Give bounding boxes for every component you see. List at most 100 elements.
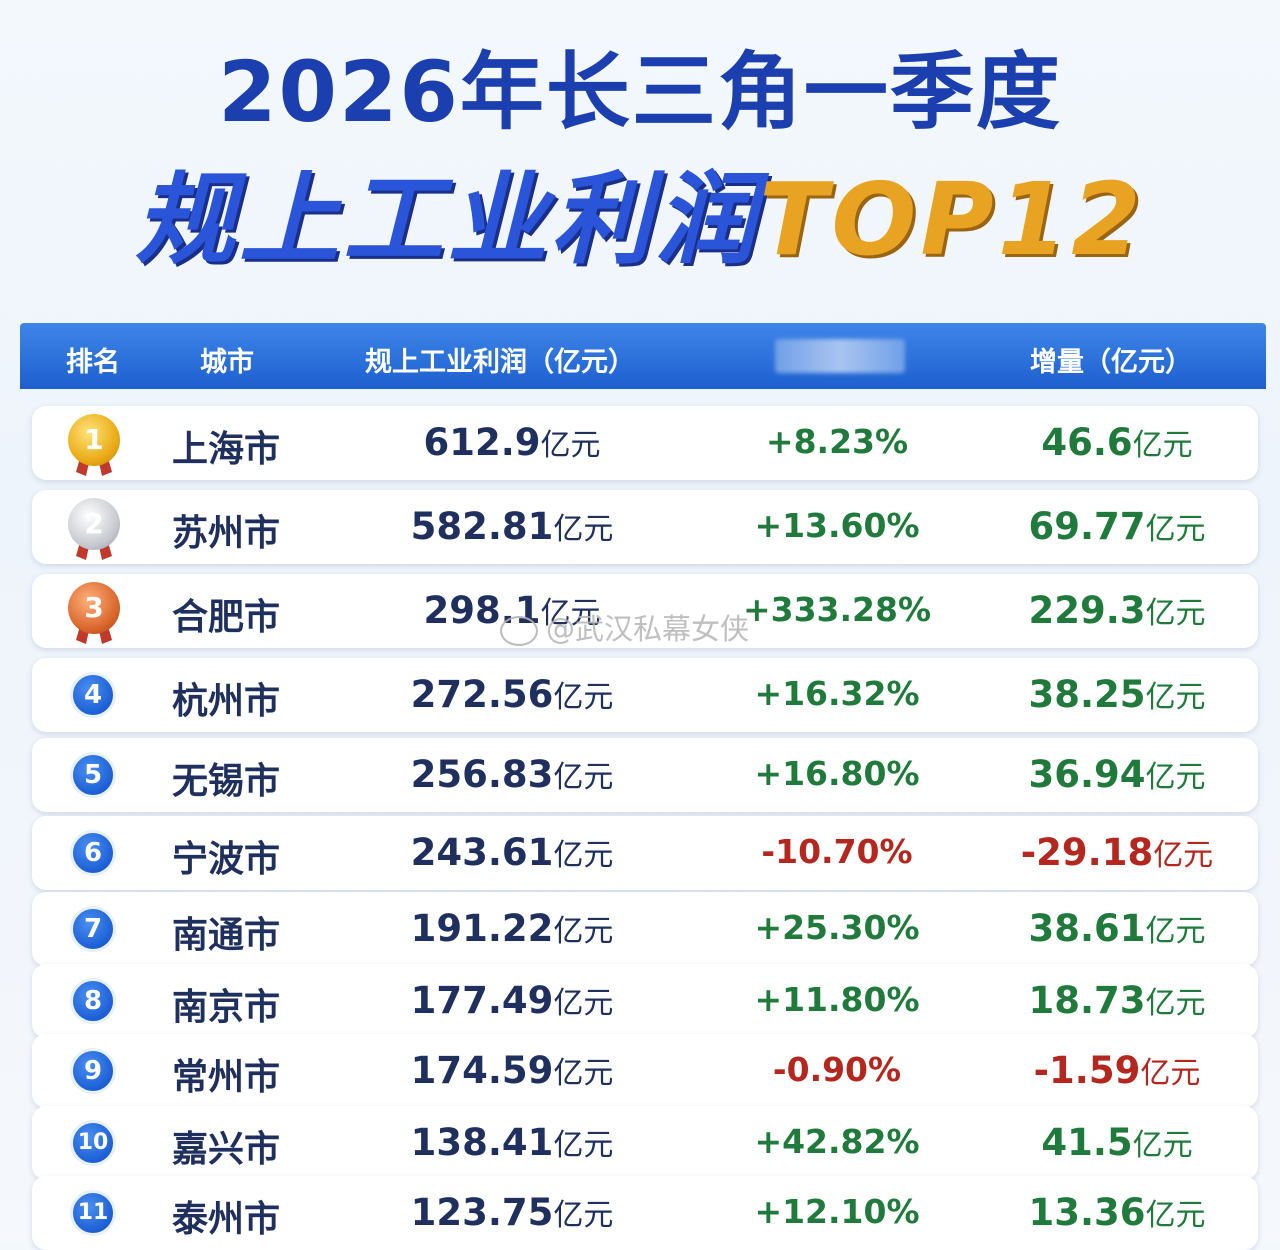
increase-number: 41.5 [1041, 1121, 1133, 1164]
rank-badge: 9 [70, 1048, 116, 1094]
city-name: 合肥市 [172, 597, 281, 638]
city-name: 无锡市 [172, 761, 281, 802]
city-name: 苏州市 [172, 513, 281, 554]
growth-rate: +13.60% [754, 506, 920, 545]
title-main: 规上工业利润 [135, 161, 760, 278]
profit-unit: 亿元 [553, 1056, 614, 1091]
header-city: 城市 [200, 347, 254, 378]
growth-rate: +12.10% [754, 1192, 920, 1231]
profit-unit: 亿元 [553, 1128, 614, 1163]
rank-badge: 6 [70, 830, 116, 876]
weibo-icon [500, 616, 538, 646]
increase-number: 46.6 [1041, 421, 1133, 464]
increase-value: 41.5亿元 [1007, 1120, 1227, 1164]
increase-value: 38.25亿元 [1007, 672, 1227, 716]
increase-number: 229.3 [1028, 589, 1146, 632]
growth-rate: -0.90% [772, 1050, 902, 1089]
rank-number: 8 [83, 986, 103, 1016]
increase-unit: 亿元 [1145, 986, 1206, 1021]
title-line-2: 规上工业利润TOP12 [0, 160, 1280, 280]
city-name: 宁波市 [172, 839, 281, 880]
city-name: 上海市 [172, 429, 281, 470]
profit-value: 191.22亿元 [382, 906, 642, 950]
rank-number: 9 [83, 1056, 103, 1086]
increase-unit: 亿元 [1145, 596, 1206, 631]
table-header: 排名 城市 规上工业利润（亿元） 增量（亿元） [20, 323, 1266, 389]
table-row: 6 宁波市 243.61亿元 -10.70% -29.18亿元 [32, 816, 1258, 890]
increase-number: 69.77 [1028, 505, 1146, 548]
increase-unit: 亿元 [1145, 760, 1206, 795]
table-row: 2 苏州市 582.81亿元 +13.60% 69.77亿元 [32, 490, 1258, 564]
rank-badge: 7 [70, 906, 116, 952]
rank-number: 3 [84, 591, 104, 624]
increase-value: 69.77亿元 [1007, 504, 1227, 548]
increase-number: 38.25 [1028, 673, 1146, 716]
increase-unit: 亿元 [1145, 1198, 1206, 1233]
increase-value: -1.59亿元 [1007, 1048, 1227, 1092]
city-name: 南通市 [172, 915, 281, 956]
rank-number: 2 [84, 507, 104, 540]
city-name: 常州市 [172, 1057, 281, 1098]
increase-value: 229.3亿元 [1007, 588, 1227, 632]
growth-rate: +16.32% [754, 674, 920, 713]
profit-number: 243.61 [410, 831, 554, 874]
increase-number: -29.18 [1020, 831, 1154, 874]
table-row: 9 常州市 174.59亿元 -0.90% -1.59亿元 [32, 1034, 1258, 1108]
profit-value: 298.1亿元 [382, 588, 642, 632]
gold-medal-icon: 1 [68, 414, 120, 466]
profit-unit: 亿元 [553, 838, 614, 873]
profit-number: 612.9 [423, 421, 541, 464]
rank-number: 11 [77, 1200, 109, 1225]
table-row: 1 上海市 612.9亿元 +8.23% 46.6亿元 [32, 406, 1258, 480]
profit-value: 582.81亿元 [382, 504, 642, 548]
increase-value: 13.36亿元 [1007, 1190, 1227, 1234]
increase-number: 18.73 [1028, 979, 1146, 1022]
profit-number: 123.75 [410, 1191, 554, 1234]
profit-number: 256.83 [410, 753, 554, 796]
increase-unit: 亿元 [1153, 838, 1214, 873]
increase-value: 36.94亿元 [1007, 752, 1227, 796]
increase-number: 13.36 [1028, 1191, 1146, 1234]
profit-number: 138.41 [410, 1121, 554, 1164]
profit-value: 174.59亿元 [382, 1048, 642, 1092]
table-row: 5 无锡市 256.83亿元 +16.80% 36.94亿元 [32, 738, 1258, 812]
profit-value: 272.56亿元 [382, 672, 642, 716]
profit-value: 123.75亿元 [382, 1190, 642, 1234]
growth-rate: +25.30% [754, 908, 920, 947]
profit-unit: 亿元 [540, 428, 601, 463]
increase-unit: 亿元 [1145, 914, 1206, 949]
table-row: 3 合肥市 298.1亿元 +333.28% 229.3亿元 [32, 574, 1258, 648]
table-row: 11 泰州市 123.75亿元 +12.10% 13.36亿元 [32, 1176, 1258, 1250]
table-row: 8 南京市 177.49亿元 +11.80% 18.73亿元 [32, 964, 1258, 1038]
profit-unit: 亿元 [553, 986, 614, 1021]
profit-number: 177.49 [410, 979, 554, 1022]
header-growth-blurred [775, 339, 905, 373]
growth-rate: -10.70% [761, 832, 913, 871]
city-name: 杭州市 [172, 681, 281, 722]
rank-badge: 11 [70, 1190, 116, 1236]
profit-number: 174.59 [410, 1049, 554, 1092]
increase-value: 38.61亿元 [1007, 906, 1227, 950]
increase-unit: 亿元 [1145, 680, 1206, 715]
profit-number: 582.81 [410, 505, 554, 548]
watermark: @武汉私幕女侠 [500, 606, 749, 648]
increase-value: 46.6亿元 [1007, 420, 1227, 464]
header-increase: 增量（亿元） [1030, 347, 1192, 378]
increase-value: 18.73亿元 [1007, 978, 1227, 1022]
silver-medal-icon: 2 [68, 498, 120, 550]
increase-number: 36.94 [1028, 753, 1146, 796]
increase-number: 38.61 [1028, 907, 1146, 950]
profit-unit: 亿元 [553, 1198, 614, 1233]
growth-rate: +333.28% [742, 590, 932, 629]
growth-rate: +16.80% [754, 754, 920, 793]
increase-unit: 亿元 [1132, 1128, 1193, 1163]
table-row: 7 南通市 191.22亿元 +25.30% 38.61亿元 [32, 892, 1258, 966]
growth-rate: +8.23% [765, 422, 909, 461]
header-rank: 排名 [66, 347, 120, 378]
rank-number: 10 [77, 1130, 109, 1155]
profit-unit: 亿元 [540, 596, 601, 631]
profit-unit: 亿元 [553, 680, 614, 715]
increase-value: -29.18亿元 [1007, 830, 1227, 874]
profit-unit: 亿元 [553, 512, 614, 547]
rank-number: 1 [84, 423, 104, 456]
